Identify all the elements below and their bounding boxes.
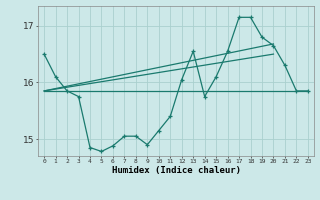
X-axis label: Humidex (Indice chaleur): Humidex (Indice chaleur) <box>111 166 241 175</box>
